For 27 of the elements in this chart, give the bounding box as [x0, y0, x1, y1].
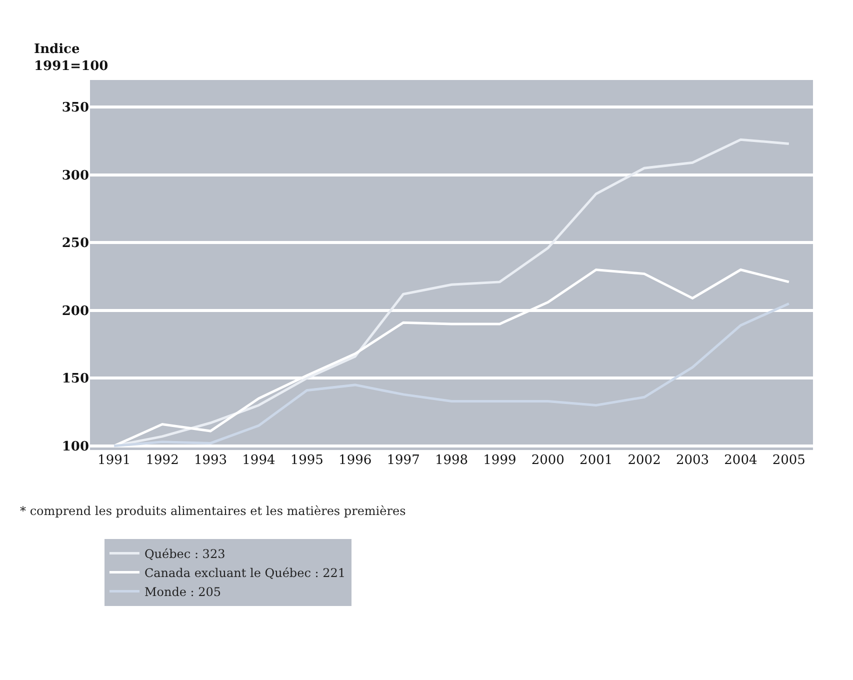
x-tick-label: 2000 — [531, 453, 564, 468]
y-tick-label: 350 — [62, 100, 89, 116]
y-axis-title: Indice 1991=100 — [34, 42, 108, 74]
legend-label: Monde : 205 — [144, 584, 222, 599]
x-tick-label: 1994 — [242, 453, 276, 468]
x-tick-label: 2001 — [580, 453, 613, 468]
y-tick-label: 150 — [62, 372, 89, 387]
text: * comprend les produits alimentaires et les matières premières — [20, 504, 406, 518]
x-tick-label: 2002 — [628, 453, 661, 468]
x-tick-label: 1999 — [483, 453, 516, 468]
line-series — [112, 302, 790, 448]
legend-label: Québec : 323 — [144, 546, 226, 561]
x-tick-label: 2005 — [772, 453, 806, 468]
x-tick-label: 1995 — [290, 453, 324, 468]
y-tick-label: 300 — [62, 168, 89, 184]
legend-label: Canada excluant le Québec : 221 — [144, 566, 346, 580]
y-tick-label: 250 — [62, 236, 89, 252]
x-tick-label: 2003 — [676, 453, 710, 468]
x-tick-label: 1992 — [146, 453, 179, 468]
y-tick-label: 100 — [62, 439, 89, 454]
x-tick-label: 1991 — [98, 453, 131, 468]
y-tick-label: 200 — [62, 304, 89, 319]
x-tick-label: 1998 — [434, 453, 468, 468]
x-tick-label: 1993 — [194, 453, 228, 468]
x-tick-label: 2004 — [724, 453, 758, 468]
x-tick-label: 1997 — [386, 453, 420, 468]
x-tick-label: 1996 — [338, 453, 372, 468]
